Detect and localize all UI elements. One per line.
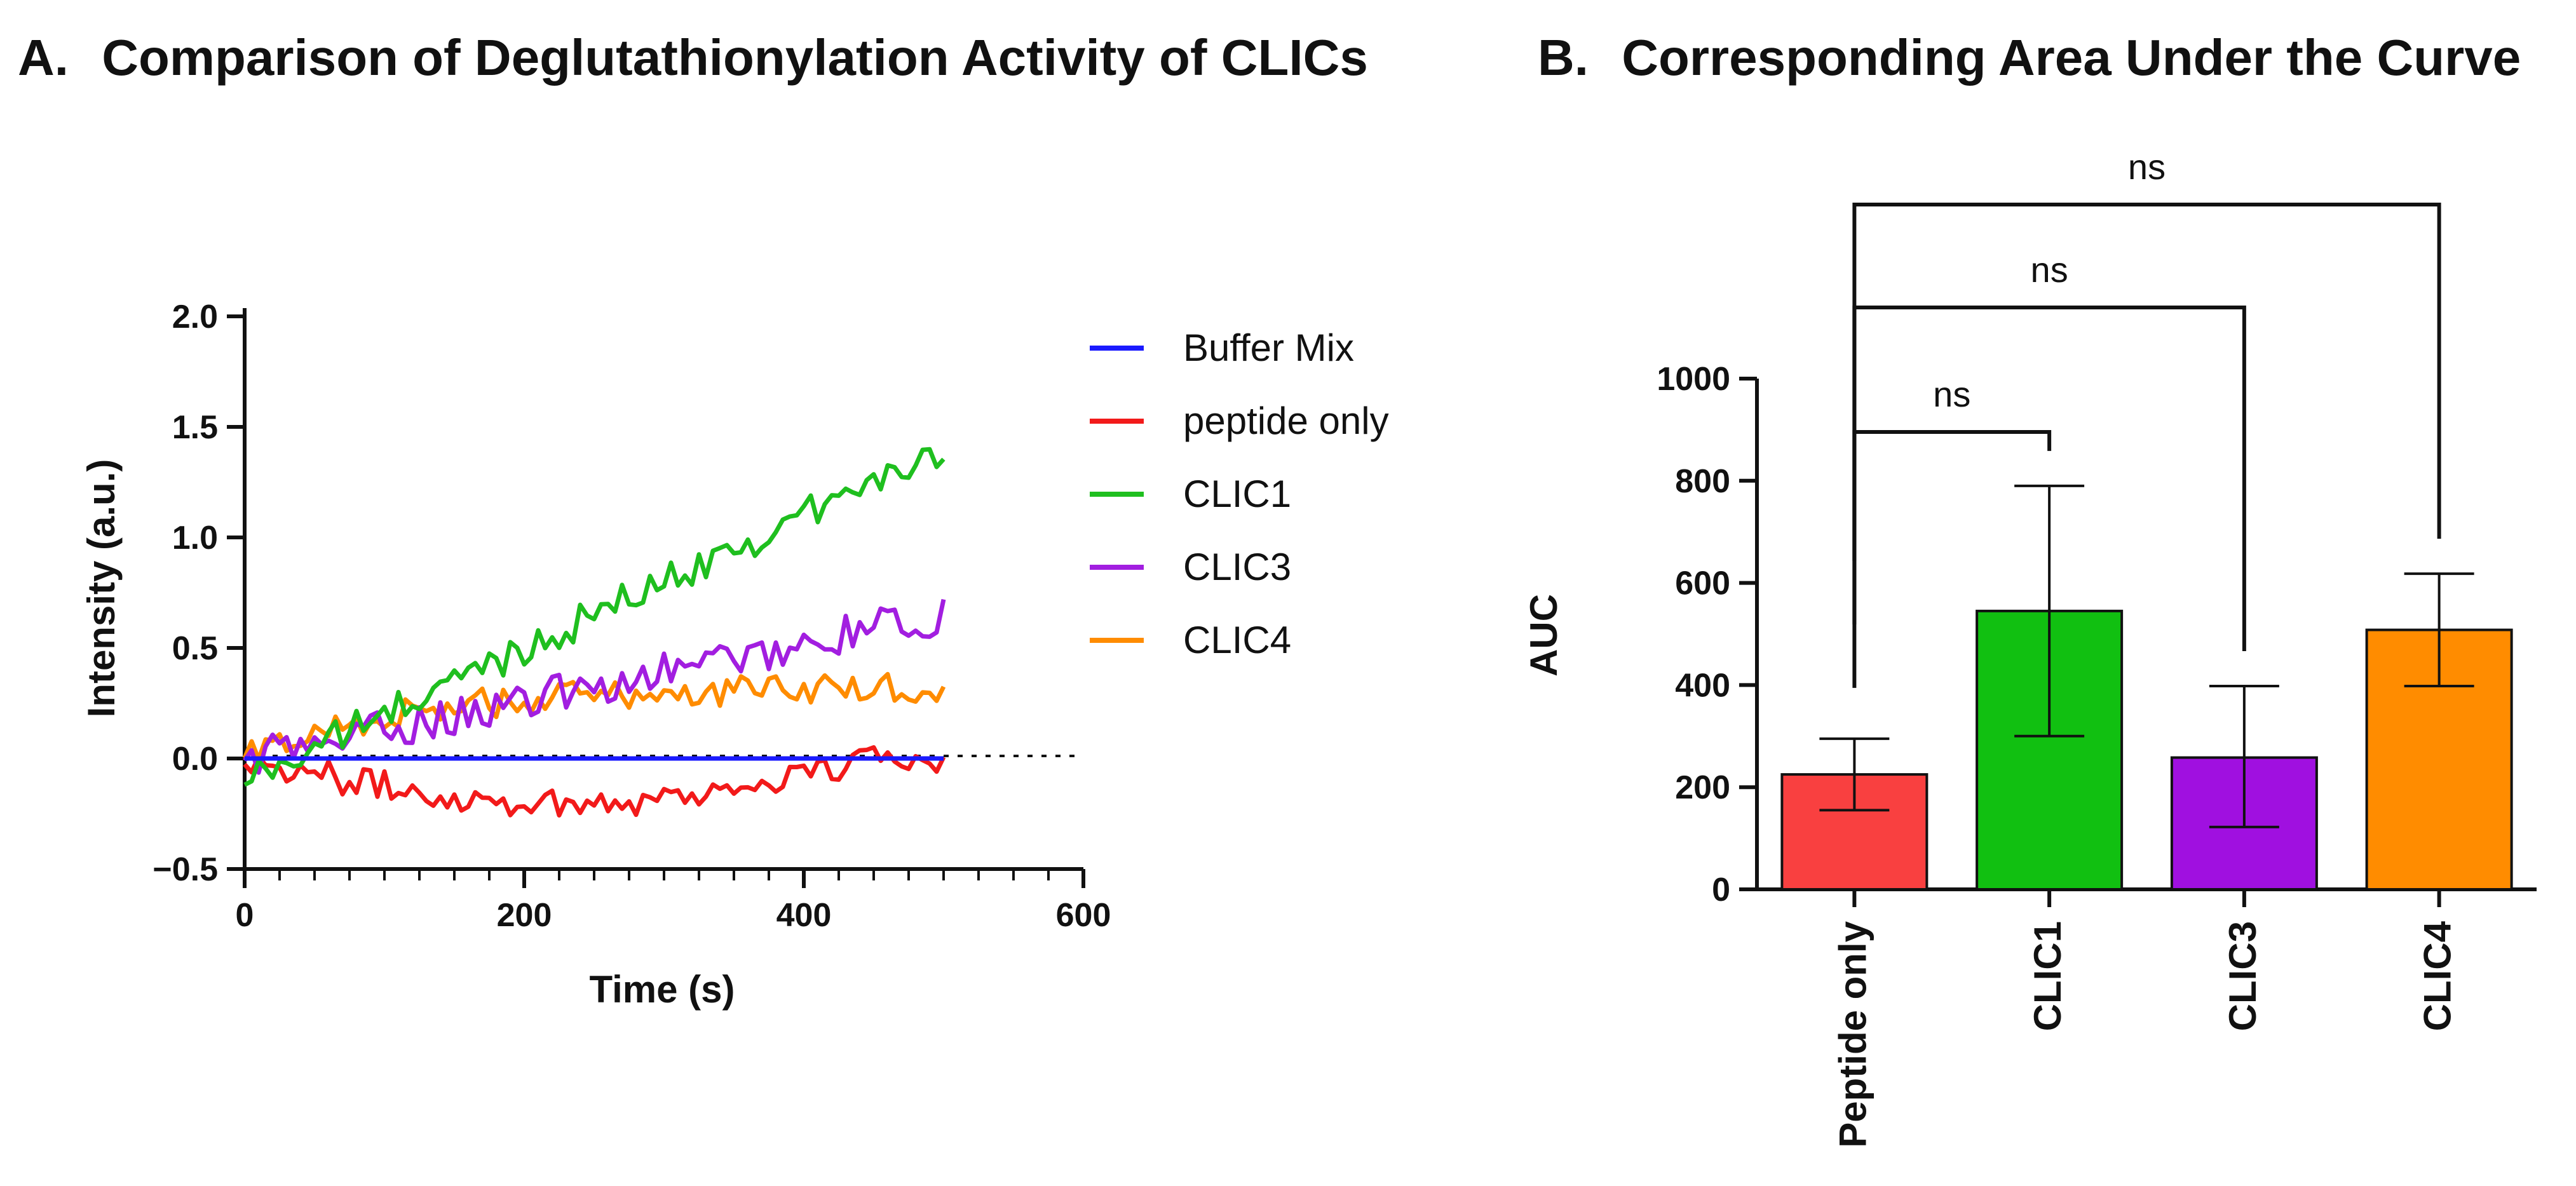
chart-b-comparison-label: ns	[2128, 147, 2166, 187]
chart-b-comparison-bracket	[1852, 203, 2441, 561]
chart-a-series-line	[242, 671, 946, 762]
chart-a-legend-label: CLIC1	[1183, 473, 1291, 515]
chart-a-y-tick-label: −0.5	[153, 851, 218, 888]
panel-b-title: B. Corresponding Area Under the Curve	[1538, 29, 2521, 86]
chart-a-x-tick-label: 200	[497, 897, 552, 934]
chart-a-y-tick-label: 1.5	[172, 409, 218, 446]
chart-b-bars	[1780, 609, 2513, 891]
chart-a-x-tick-label: 0	[236, 897, 254, 934]
panel-b-label: B.	[1538, 29, 1589, 86]
chart-a-x-tick-label: 400	[776, 897, 832, 934]
chart-b-x-tick-label: CLIC4	[2417, 920, 2459, 1031]
chart-a-series-line	[243, 745, 946, 818]
chart-a-y-ticks: 2.0 1.5 1.0 0.5 0.0 −0.5	[153, 299, 245, 888]
chart-b-x-ticks: Peptide only CLIC1 CLIC3 CLIC4	[1831, 889, 2459, 1148]
chart-a-y-tick-label: 1.0	[172, 520, 218, 556]
chart-b-y-label: AUC	[1522, 594, 1565, 677]
chart-a-series-line	[243, 447, 946, 787]
chart-b-x-tick-label: CLIC3	[2221, 921, 2264, 1031]
chart-a-x-tick-label: 600	[1056, 897, 1111, 934]
chart-a-legend-label: Buffer Mix	[1183, 327, 1354, 369]
panel-a-label: A.	[18, 29, 69, 86]
chart-a-legend-label: CLIC3	[1183, 546, 1291, 588]
chart-b-y-tick-label: 0	[1712, 872, 1730, 908]
chart-b-plot: 1000 800 600 400 200 0 Peptide only CLIC1 CLIC3…	[1522, 147, 2537, 1148]
chart-b-error-bars	[1819, 484, 2474, 828]
chart-b-y-tick-label: 1000	[1657, 361, 1730, 398]
chart-a-legend-label: CLIC4	[1183, 619, 1291, 661]
chart-b-y-tick-label: 800	[1675, 463, 1730, 500]
chart-b-y-tick-label: 600	[1675, 565, 1730, 602]
chart-b-comparisons: ns ns ns	[1852, 147, 2441, 688]
chart-a-y-tick-label: 2.0	[172, 299, 218, 335]
chart-b-y-ticks: 1000 800 600 400 200 0	[1657, 361, 1757, 908]
chart-b-x-tick-label: CLIC1	[2026, 921, 2069, 1031]
panel-b: B. Corresponding Area Under the Curve 10…	[1522, 29, 2537, 1148]
panel-b-title-text: Corresponding Area Under the Curve	[1622, 29, 2521, 86]
chart-a-x-label: Time (s)	[590, 968, 735, 1011]
panel-a-title: A. Comparison of Deglutathionylation Act…	[18, 29, 1368, 86]
chart-a-y-label: Intensity (a.u.)	[80, 459, 123, 718]
chart-a-y-tick-label: 0.0	[172, 741, 218, 778]
chart-a-series	[242, 447, 946, 818]
panel-a: A. Comparison of Deglutathionylation Act…	[18, 29, 1389, 1011]
chart-b-y-tick-label: 200	[1675, 769, 1730, 806]
chart-a-y-tick-label: 0.5	[172, 630, 218, 667]
chart-a-plot: 2.01.51.00.50.0−0.5 0 200 400 600 Time (s) …	[80, 299, 1111, 1011]
chart-b-y-tick-label: 400	[1675, 667, 1730, 704]
chart-b-x-tick-label: Peptide only	[1831, 920, 1874, 1147]
chart-b-comparison-label: ns	[2031, 250, 2068, 290]
panel-a-title-text: Comparison of Deglutathionylation Activi…	[102, 29, 1368, 86]
chart-a-x-ticks: 0 200 400 600	[236, 869, 1111, 934]
chart-b-comparison-label: ns	[1933, 374, 1970, 414]
chart-a-legend: Buffer Mix peptide only CLIC1 CLIC3 CLIC4	[1090, 327, 1389, 661]
chart-a-legend-label: peptide only	[1183, 400, 1389, 442]
